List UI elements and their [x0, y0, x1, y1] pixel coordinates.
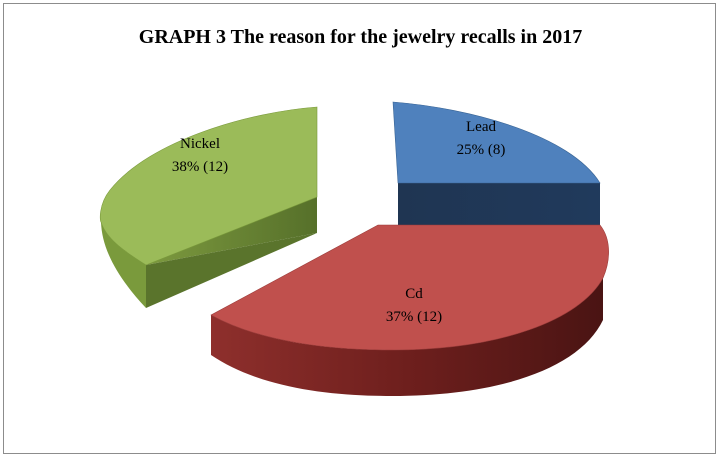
slice-label-lead-value: 25% (8) — [457, 142, 506, 158]
slice-label-cd-value: 37% (12) — [386, 309, 442, 325]
slice-label-lead-name: Lead — [466, 119, 496, 135]
slice-nickel-side-front — [101, 222, 146, 308]
slice-cd-side — [211, 278, 603, 396]
slice-lead — [392, 101, 601, 225]
slice-nickel-top — [100, 107, 317, 265]
slice-nickel-inner — [146, 233, 317, 308]
slice-label-nickel-value: 38% (12) — [172, 159, 228, 175]
slice-label-cd-name: Cd — [405, 286, 423, 302]
slice-lead-top — [393, 102, 600, 183]
slice-nickel — [99, 106, 318, 308]
slice-label-nickel-name: Nickel — [180, 136, 220, 152]
slice-lead-side — [398, 183, 600, 225]
slice-cd — [210, 224, 609, 396]
slice-cd-top — [211, 225, 609, 350]
chart-title: GRAPH 3 The reason for the jewelry recal… — [138, 26, 583, 48]
